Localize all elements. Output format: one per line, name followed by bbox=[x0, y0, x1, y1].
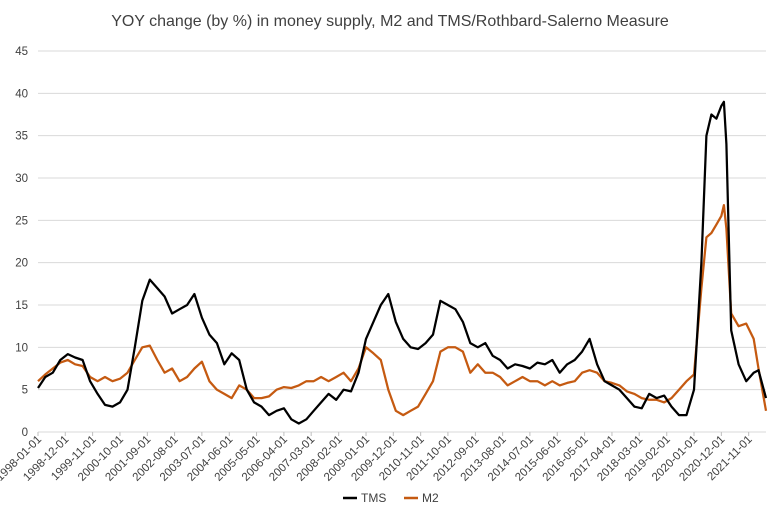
y-tick-label: 0 bbox=[22, 427, 28, 439]
y-tick-label: 30 bbox=[15, 173, 28, 185]
series-lines bbox=[37, 100, 768, 425]
x-axis-tick-labels: 1998-01-011998-12-011999-11-012000-10-01… bbox=[0, 432, 755, 484]
y-axis-tick-labels: 0 5 10 15 20 25 30 35 40 45 bbox=[15, 46, 28, 439]
y-tick-label: 45 bbox=[15, 46, 28, 58]
y-tick-label: 25 bbox=[15, 215, 28, 227]
legend: TMS M2 bbox=[343, 491, 439, 505]
chart-title: YOY change (by %) in money supply, M2 an… bbox=[111, 13, 669, 30]
y-tick-label: 15 bbox=[15, 300, 28, 312]
y-tick-label: 40 bbox=[15, 88, 28, 100]
gridlines bbox=[38, 50, 766, 391]
y-tick-label: 5 bbox=[22, 385, 28, 397]
legend-label-m2: M2 bbox=[422, 491, 439, 505]
series-line-m2 bbox=[37, 203, 768, 417]
legend-label-tms: TMS bbox=[361, 491, 386, 505]
y-tick-label: 35 bbox=[15, 131, 28, 143]
y-tick-label: 10 bbox=[15, 342, 28, 354]
series-line-tms bbox=[37, 100, 768, 425]
y-tick-label: 20 bbox=[15, 258, 28, 270]
